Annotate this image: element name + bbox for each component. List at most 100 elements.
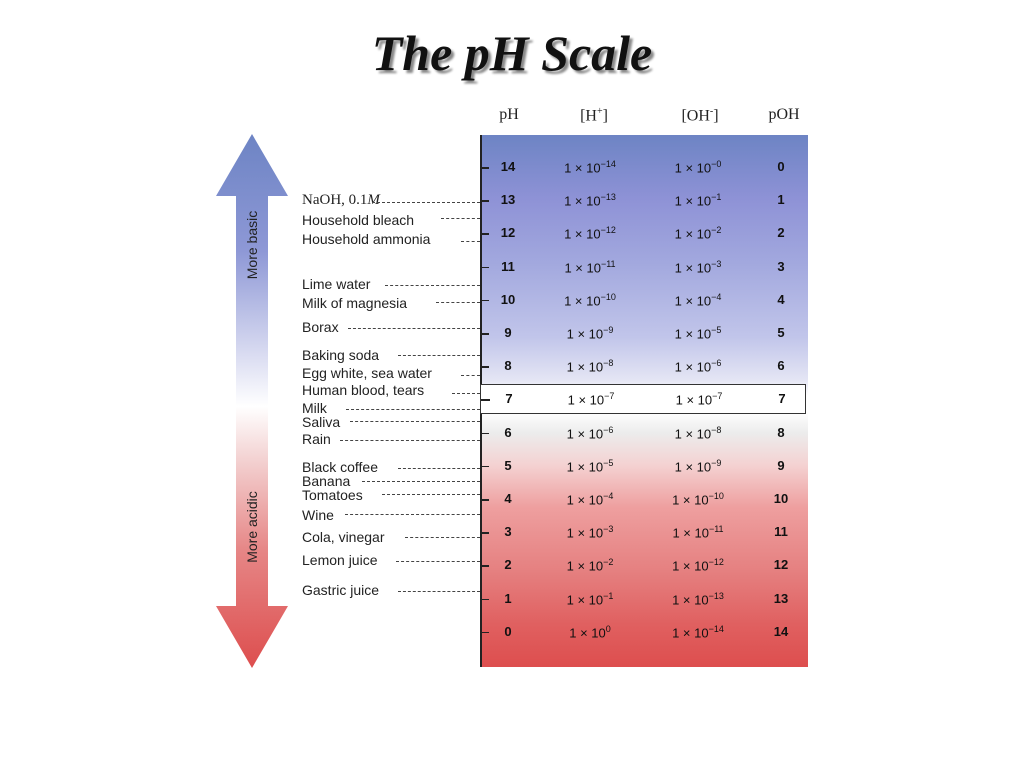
ph-value: 14 bbox=[500, 159, 516, 174]
substance-milk: Milk bbox=[302, 400, 327, 416]
oh-exponent: −3 bbox=[711, 258, 722, 269]
oh-concentration: 1 × 10−10 bbox=[648, 491, 748, 507]
oh-concentration: 1 × 10−6 bbox=[648, 358, 748, 374]
oh-exponent: −14 bbox=[708, 623, 724, 634]
h-concentration: 1 × 10−6 bbox=[540, 425, 640, 441]
poh-value: 2 bbox=[777, 225, 785, 241]
leader-line bbox=[405, 537, 480, 538]
more-acidic-label: More acidic bbox=[244, 491, 260, 563]
h-base: 1 × 10 bbox=[566, 425, 604, 441]
oh-exponent: −5 bbox=[711, 325, 722, 335]
h-exponent: −9 bbox=[603, 325, 614, 335]
h-concentration: 1 × 10−3 bbox=[540, 524, 640, 540]
header-oh-concentration: [OH-] bbox=[681, 106, 718, 125]
substance-rain: Rain bbox=[302, 431, 331, 447]
h-base: 1 × 10 bbox=[564, 226, 601, 242]
oh-exponent: −0 bbox=[711, 159, 722, 169]
poh-value: 10 bbox=[773, 491, 789, 506]
ph-value: 11 bbox=[501, 258, 515, 274]
h-base: 1 × 10 bbox=[566, 492, 604, 508]
double-arrow-icon bbox=[216, 134, 288, 668]
h-base: 1 × 10 bbox=[566, 558, 604, 574]
ph-value: 12 bbox=[500, 225, 516, 241]
ph-value: 3 bbox=[504, 524, 512, 540]
oh-base: 1 × 10 bbox=[674, 425, 712, 441]
poh-value: 5 bbox=[777, 325, 785, 340]
poh-value: 6 bbox=[777, 358, 785, 374]
h-concentration: 1 × 10−10 bbox=[540, 292, 640, 308]
tick-mark bbox=[480, 299, 489, 302]
poh-value: 12 bbox=[773, 557, 789, 573]
ph-value: 2 bbox=[504, 557, 512, 573]
more-basic-label: More basic bbox=[244, 210, 260, 280]
header-h-base: [H bbox=[580, 107, 597, 125]
oh-base: 1 × 10 bbox=[672, 625, 709, 641]
oh-base: 1 × 10 bbox=[674, 259, 712, 275]
leader-line bbox=[348, 328, 480, 329]
oh-exponent: −2 bbox=[711, 225, 722, 236]
leader-line bbox=[396, 561, 480, 562]
substance-egg-white: Egg white, sea water bbox=[302, 365, 432, 381]
tick-mark bbox=[480, 465, 489, 468]
tick-mark bbox=[480, 432, 489, 435]
substance-lime-water: Lime water bbox=[302, 276, 371, 292]
ph-value: 7 bbox=[505, 391, 513, 407]
oh-concentration: 1 × 10−7 bbox=[649, 391, 749, 407]
ph-row: 14 1 × 10−14 1 × 10 −0 0 bbox=[480, 153, 806, 181]
oh-concentration: 1 × 10−11 bbox=[648, 524, 748, 540]
leader-line bbox=[372, 202, 480, 203]
poh-value: 7 bbox=[778, 391, 786, 407]
oh-base: 1 × 10 bbox=[674, 293, 712, 309]
h-concentration: 1 × 10−1 bbox=[540, 591, 640, 607]
h-base: 1 × 10 bbox=[564, 293, 601, 309]
h-concentration: 1 × 10−11 bbox=[540, 259, 640, 275]
leader-line bbox=[461, 241, 480, 242]
header-h-concentration: [H+] bbox=[580, 106, 608, 125]
h-base: 1 × 10 bbox=[567, 392, 605, 408]
substance-coffee: Black coffee bbox=[302, 459, 379, 475]
poh-value: 0 bbox=[777, 159, 785, 174]
header-h-sup: + bbox=[596, 106, 603, 117]
oh-base: 1 × 10 bbox=[674, 226, 712, 242]
tick-mark bbox=[480, 565, 489, 567]
page-title: The pH Scale bbox=[371, 25, 653, 81]
h-exponent: −14 bbox=[600, 159, 616, 169]
h-concentration: 1 × 10−14 bbox=[540, 159, 640, 175]
h-concentration: 1 × 10−7 bbox=[541, 391, 641, 407]
ph-value: 13 bbox=[500, 192, 516, 208]
substance-borax: Borax bbox=[302, 319, 339, 335]
leader-line bbox=[362, 481, 480, 482]
ph-value: 5 bbox=[504, 457, 512, 473]
oh-concentration: 1 × 10−12 bbox=[648, 557, 748, 573]
h-concentration: 1 × 10−8 bbox=[540, 358, 640, 374]
ph-value: 10 bbox=[500, 291, 516, 307]
oh-concentration: 1 × 10−8 bbox=[648, 425, 748, 441]
oh-concentration: 1 × 10−5 bbox=[648, 325, 748, 341]
ph-row: 11 1 × 10−11 1 × 10−3 3 bbox=[480, 253, 806, 281]
ph-row: 12 1 × 10−12 1 × 10−2 2 bbox=[480, 219, 806, 247]
substance-magnesia: Milk of magnesia bbox=[302, 295, 408, 311]
leader-line bbox=[385, 285, 480, 286]
ph-value: 4 bbox=[504, 491, 512, 506]
oh-concentration: 1 × 10−3 bbox=[648, 259, 748, 275]
h-base: 1 × 10 bbox=[566, 591, 604, 607]
substance-cola: Cola, vinegar bbox=[302, 529, 385, 545]
substance-naoh-text: NaOH, 0.1 bbox=[302, 192, 368, 208]
poh-value: 14 bbox=[773, 623, 789, 639]
leader-line bbox=[340, 440, 480, 441]
tick-mark bbox=[480, 532, 489, 534]
ph-value: 0 bbox=[504, 623, 512, 639]
substance-gastric: Gastric juice bbox=[302, 582, 380, 598]
tick-mark bbox=[480, 200, 489, 202]
oh-concentration: 1 × 10−14 bbox=[648, 624, 748, 640]
h-base: 1 × 10 bbox=[564, 160, 601, 176]
header-poh: pOH bbox=[768, 106, 799, 124]
leader-line bbox=[382, 494, 480, 495]
poh-value: 3 bbox=[777, 258, 785, 274]
leader-line bbox=[461, 375, 480, 376]
poh-value: 8 bbox=[777, 424, 785, 440]
